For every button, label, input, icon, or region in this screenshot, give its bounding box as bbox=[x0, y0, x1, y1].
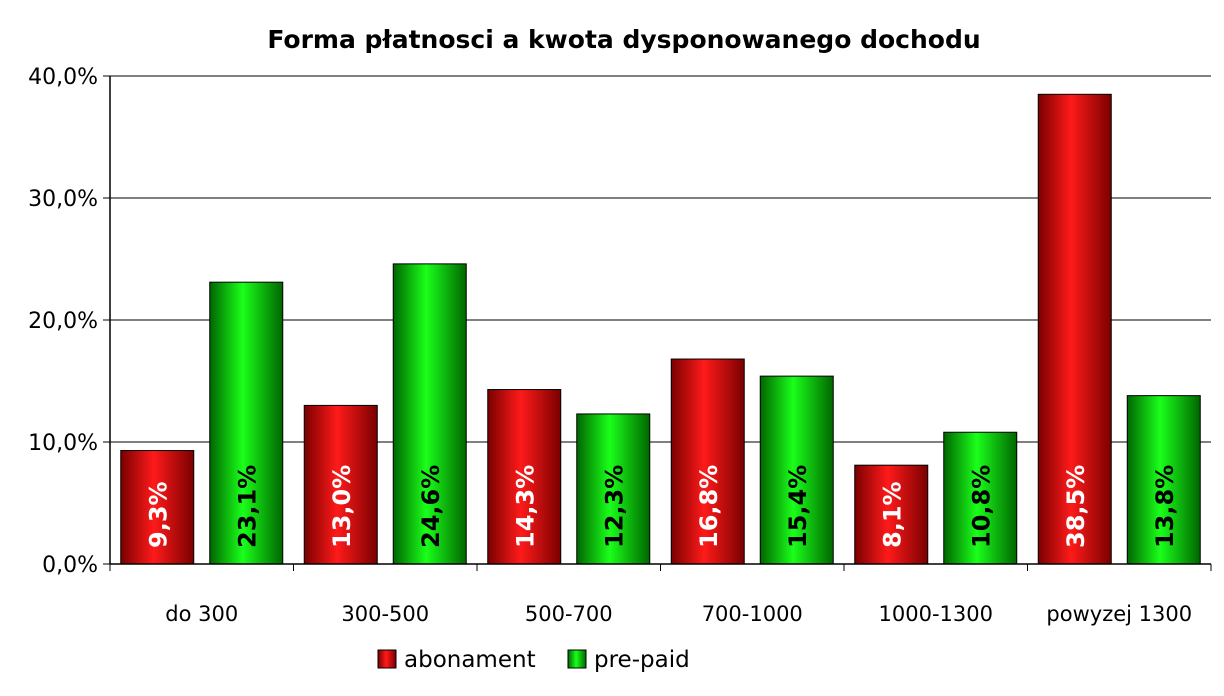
data-label-abonament: 9,3% bbox=[144, 481, 172, 548]
data-label-abonament: 14,3% bbox=[511, 465, 539, 548]
bar-pre-paid bbox=[943, 431, 1018, 565]
x-tick-label: powyzej 1300 bbox=[1046, 602, 1192, 626]
data-label-pre-paid: 13,8% bbox=[1151, 465, 1179, 548]
bar-pre-paid bbox=[392, 263, 467, 565]
bar-pre-paid bbox=[576, 413, 651, 565]
y-tick-label: 30,0% bbox=[28, 187, 98, 212]
legend-swatch-abonament bbox=[377, 649, 397, 669]
data-label-abonament: 16,8% bbox=[695, 465, 723, 548]
x-axis: do 300 300-500 500-700 700-1000 1000-1300 pow… bbox=[109, 563, 1212, 626]
x-tick-label: do 300 bbox=[165, 602, 238, 626]
x-tick-label: 1000-1300 bbox=[879, 602, 993, 626]
data-label-pre-paid: 12,3% bbox=[600, 465, 628, 548]
y-axis: 0,0% 10,0% 20,0% 30,0% 40,0% bbox=[28, 65, 111, 578]
bar-abonament bbox=[854, 464, 929, 565]
x-tick-label: 300-500 bbox=[341, 602, 429, 626]
legend-swatch-pre-paid bbox=[567, 649, 587, 669]
y-tick-label: 20,0% bbox=[28, 309, 98, 334]
x-tick-label: 700-1000 bbox=[702, 602, 803, 626]
data-label-pre-paid: 10,8% bbox=[967, 465, 995, 548]
data-label-pre-paid: 24,6% bbox=[417, 465, 445, 548]
bars: 9,3% 23,1% 13,0% 24,6% 14,3% 12,3% 16,8% 15,4% 8… bbox=[120, 93, 1201, 565]
bar-pre-paid bbox=[759, 375, 834, 565]
data-label-abonament: 13,0% bbox=[328, 465, 356, 548]
x-tick-label: 500-700 bbox=[525, 602, 613, 626]
chart-title: Forma płatnosci a kwota dysponowanego do… bbox=[267, 25, 980, 54]
bar-abonament bbox=[120, 450, 195, 565]
bar-pre-paid bbox=[209, 281, 284, 565]
data-label-pre-paid: 15,4% bbox=[784, 465, 812, 548]
gridlines bbox=[110, 75, 1211, 443]
bar-pre-paid bbox=[1126, 395, 1201, 565]
legend-label-pre-paid: pre-paid bbox=[594, 647, 690, 673]
data-label-abonament: 8,1% bbox=[878, 481, 906, 548]
y-tick-label: 10,0% bbox=[28, 431, 98, 456]
legend-label-abonament: abonament bbox=[404, 647, 536, 673]
legend: abonament pre-paid bbox=[377, 647, 690, 673]
bar-abonament bbox=[1037, 93, 1112, 565]
bar-abonament bbox=[487, 389, 562, 565]
data-label-pre-paid: 23,1% bbox=[233, 465, 261, 548]
bar-abonament bbox=[670, 358, 745, 565]
y-tick-label: 40,0% bbox=[28, 65, 98, 90]
data-label-abonament: 38,5% bbox=[1062, 465, 1090, 548]
y-tick-label: 0,0% bbox=[42, 553, 98, 578]
